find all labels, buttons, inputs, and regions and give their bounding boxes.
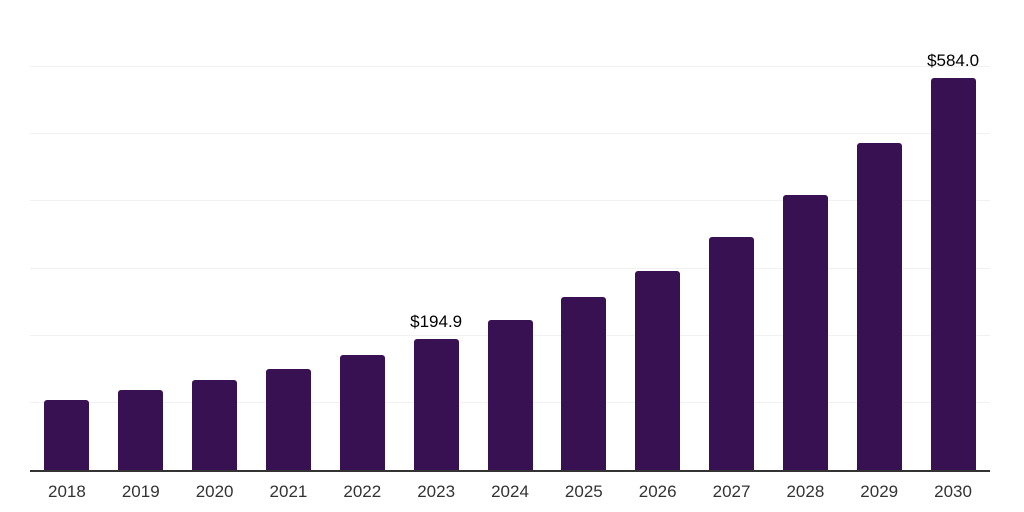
- bar-2024: [487, 320, 533, 470]
- x-tick-label-2018: 2018: [48, 482, 86, 501]
- x-tick-label-2028: 2028: [786, 482, 825, 501]
- bar-2022: [339, 355, 385, 470]
- bar-2019: [118, 390, 164, 470]
- gridline-400: [30, 200, 990, 202]
- gridline-300: [30, 267, 990, 269]
- data-label-2030: $584.0: [927, 50, 980, 70]
- bar-2025: [561, 297, 607, 470]
- plot-area: $194.9 $584.0: [30, 0, 990, 472]
- x-tick-label-2023: 2023: [417, 482, 456, 501]
- data-label-2023: $194.9: [410, 312, 463, 332]
- x-tick-label-2030: 2030: [934, 482, 972, 501]
- x-tick-label-2022: 2022: [343, 482, 382, 501]
- bar-2028: [782, 194, 828, 470]
- x-axis-line: [30, 470, 990, 472]
- x-tick-label-2020: 2020: [195, 482, 234, 501]
- bar-2021: [265, 369, 311, 470]
- bar-2026: [635, 270, 681, 470]
- x-tick-label-2019: 2019: [121, 482, 160, 501]
- bar-2029: [856, 142, 902, 470]
- x-tick-label-2029: 2029: [860, 482, 899, 501]
- bar-2018: [44, 399, 90, 470]
- x-axis-labels: 2018 2019 2020 2021 2022 2023 2024 2025 2026 2027…: [30, 482, 990, 506]
- bar-2027: [709, 237, 755, 470]
- bar-2020: [192, 380, 238, 470]
- x-tick-label-2021: 2021: [269, 482, 308, 501]
- x-tick-label-2025: 2025: [564, 482, 603, 501]
- x-tick-label-2027: 2027: [712, 482, 751, 501]
- x-tick-label-2024: 2024: [491, 482, 529, 501]
- gridline-500: [30, 133, 990, 135]
- gridline-600: [30, 66, 990, 68]
- bar-2030: [930, 77, 976, 470]
- x-tick-label-2026: 2026: [638, 482, 677, 501]
- bar-2023: [413, 339, 459, 470]
